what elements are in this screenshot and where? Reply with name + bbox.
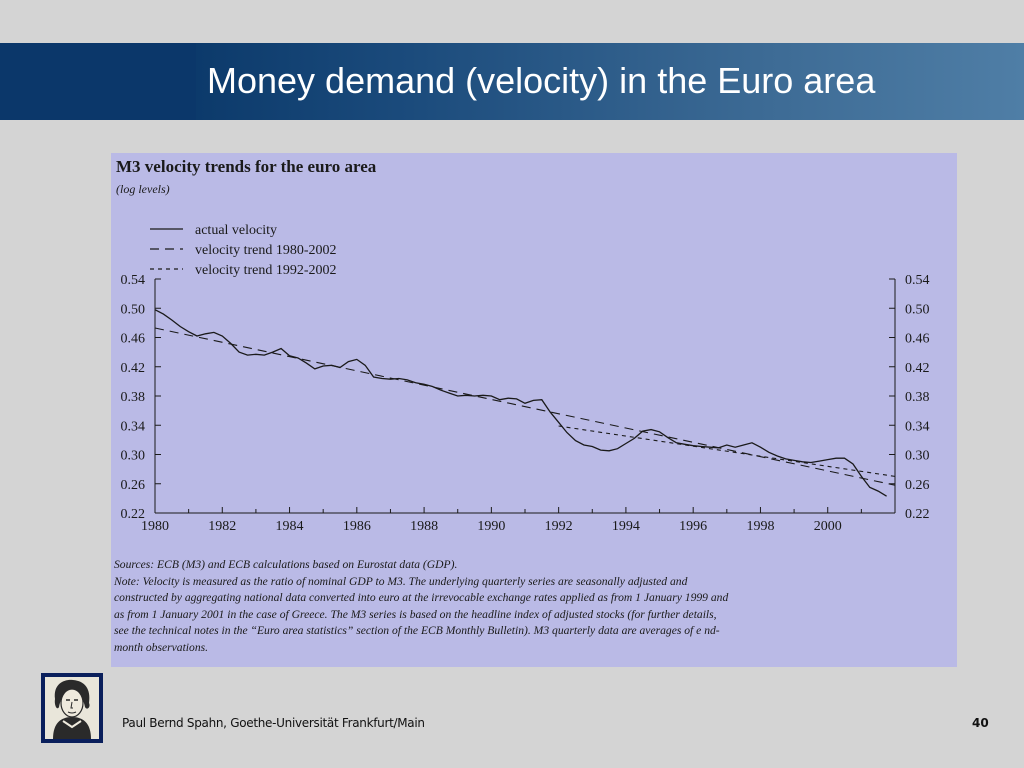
legend-label: velocity trend 1980-2002 [195,243,337,258]
y-tick-label-right: 0.26 [905,478,930,493]
notes-line: see the technical notes in the “Euro are… [114,624,720,637]
series-solid-line [154,309,887,497]
x-tick-label: 1996 [679,519,707,534]
x-tick-label: 1980 [141,519,169,534]
y-tick-label-right: 0.50 [905,302,930,317]
page-number: 40 [972,716,989,730]
y-tick-label-right: 0.30 [905,449,930,464]
y-tick-label-left: 0.22 [121,507,146,522]
footer-author: Paul Bernd Spahn, Goethe-Universität Fra… [122,716,425,730]
x-tick-label: 1986 [343,519,371,534]
y-tick-label-right: 0.46 [905,332,930,347]
y-tick-label-right: 0.38 [905,390,930,405]
notes-line: as from 1 January 2001 in the case of Gr… [114,607,717,621]
x-tick-label: 1992 [545,519,573,534]
chart-notes: Sources: ECB (M3) and ECB calculations b… [114,557,936,656]
portrait-icon [45,677,99,739]
notes-line: constructed by aggregating national data… [114,591,729,604]
y-tick-label-right: 0.54 [905,273,930,288]
x-tick-label: 1998 [746,519,774,534]
y-tick-label-right: 0.42 [905,361,930,376]
chart-panel [111,153,957,667]
x-tick-label: 2000 [814,519,842,534]
x-tick-label: 1982 [208,519,236,534]
y-tick-label-left: 0.30 [121,449,146,464]
y-tick-label-left: 0.38 [121,390,146,405]
chart-subtitle: (log levels) [116,182,170,196]
y-tick-label-left: 0.54 [121,273,146,288]
y-tick-label-right: 0.22 [905,507,930,522]
header-left-block [0,43,196,120]
slide-title: Money demand (velocity) in the Euro area [207,60,876,101]
notes-sources: Sources: ECB (M3) and ECB calculations b… [114,558,458,571]
y-tick-label-left: 0.50 [121,302,146,317]
series-dotted-line [558,425,896,477]
y-tick-label-left: 0.42 [121,361,146,376]
notes-line: Note: Velocity is measured as the ratio … [114,574,688,588]
y-tick-label-left: 0.26 [121,478,146,493]
y-tick-label-left: 0.46 [121,332,146,347]
slide-header-bar [0,43,1024,120]
y-tick-label-left: 0.34 [121,419,146,434]
x-tick-label: 1990 [477,519,505,534]
x-tick-label: 1988 [410,519,438,534]
series-dashed-line [154,327,896,486]
legend-label: actual velocity [195,223,277,238]
legend-label: velocity trend 1992-2002 [195,263,337,278]
y-tick-label-right: 0.34 [905,419,930,434]
notes-line: month observations. [114,640,209,654]
chart-title: M3 velocity trends for the euro area [116,157,377,176]
x-tick-label: 1994 [612,519,640,534]
x-tick-label: 1984 [276,519,304,534]
